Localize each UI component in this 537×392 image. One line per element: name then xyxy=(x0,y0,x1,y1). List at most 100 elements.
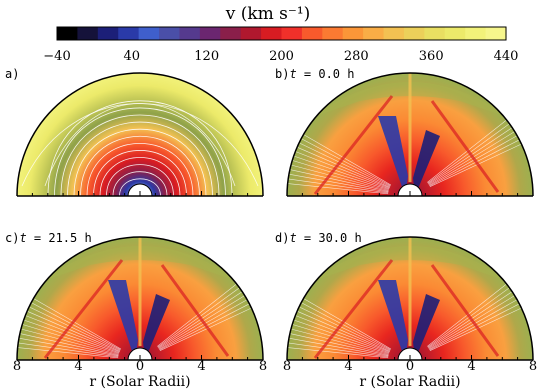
slow-wind-cap xyxy=(310,246,510,282)
sun-disc xyxy=(127,183,153,197)
field-line xyxy=(159,307,252,351)
field-line xyxy=(18,337,119,357)
field-line xyxy=(33,298,122,350)
field-line xyxy=(288,342,389,358)
streamer-wedge xyxy=(378,116,408,196)
shock-front xyxy=(313,259,394,359)
field-line xyxy=(429,135,518,186)
colorbar-segment xyxy=(159,27,181,40)
panel-time-symbol: t xyxy=(289,231,296,245)
field-line xyxy=(20,328,119,355)
x-tick-label: 0 xyxy=(136,359,144,374)
colorbar-segment xyxy=(424,27,446,40)
x-axis-label: r (Solar Radii) xyxy=(89,374,190,390)
colorbar-segment xyxy=(118,27,140,40)
slow-wind-cap xyxy=(40,246,240,282)
field-line xyxy=(54,107,226,196)
field-line xyxy=(17,347,119,359)
colorbar-segment xyxy=(363,27,385,40)
colorbar-segment xyxy=(403,27,425,40)
streamer-wedge xyxy=(378,280,408,360)
colorbar-segment xyxy=(465,27,487,40)
field-line xyxy=(292,324,389,354)
field-line xyxy=(106,164,174,196)
x-tick-label: 8 xyxy=(283,359,291,374)
field-line xyxy=(22,324,119,354)
field-line xyxy=(303,298,392,350)
panel-b: b)t = 0.0 h xyxy=(275,67,534,197)
colorbar-segment xyxy=(261,27,283,40)
colorbar-tick-label: −40 xyxy=(43,49,70,64)
streamer-wedge xyxy=(413,294,440,360)
field-line xyxy=(303,134,392,186)
field-line xyxy=(288,337,389,357)
colorbar-tick-label: 280 xyxy=(344,49,369,64)
field-line xyxy=(19,333,119,356)
field-line xyxy=(73,128,207,196)
shock-front xyxy=(313,95,394,195)
field-line xyxy=(28,306,121,351)
x-tick-label: 4 xyxy=(344,359,352,374)
panel-time: = 30.0 h xyxy=(297,231,362,245)
colorbar-segment xyxy=(281,27,303,40)
panel-label: d)t = 30.0 h xyxy=(275,231,362,245)
shock-front xyxy=(160,264,230,357)
field-line xyxy=(93,150,187,196)
x-axis-label: r (Solar Radii) xyxy=(359,374,460,390)
field-line xyxy=(290,164,389,191)
colorbar-segment xyxy=(57,27,79,40)
field-line xyxy=(429,307,522,351)
field-line xyxy=(21,103,259,187)
field-line xyxy=(293,319,390,354)
field-line xyxy=(23,319,120,354)
colorbar-tick-label: 40 xyxy=(124,49,141,64)
field-line xyxy=(18,342,119,358)
slow-wind-cap xyxy=(310,82,510,118)
x-tick-label: 4 xyxy=(197,359,205,374)
panel-label: b)t = 0.0 h xyxy=(275,67,354,81)
field-line xyxy=(25,315,120,353)
sun-disc xyxy=(397,183,423,197)
field-line xyxy=(293,155,390,190)
panel-label: a) xyxy=(5,67,19,81)
x-tick-label: 8 xyxy=(259,359,267,374)
colorbar-segment xyxy=(179,27,201,40)
field-line xyxy=(295,151,390,189)
field-line xyxy=(287,183,389,195)
field-line xyxy=(295,315,390,353)
colorbar-tick-label: 360 xyxy=(419,49,444,64)
colorbar-segment xyxy=(220,27,242,40)
panel-time: = 0.0 h xyxy=(297,67,355,81)
colorbar-segment xyxy=(383,27,405,40)
field-line xyxy=(31,302,121,350)
field-line xyxy=(429,303,520,351)
colorbar-segment xyxy=(322,27,344,40)
panel-field xyxy=(17,73,263,196)
colorbar-segment xyxy=(240,27,262,40)
colorbar-segment xyxy=(444,27,466,40)
field-line xyxy=(429,139,520,187)
x-tick-label: 8 xyxy=(529,359,537,374)
colorbar-segment xyxy=(77,27,99,40)
colorbar-tick-label: 200 xyxy=(269,49,294,64)
x-tick-label: 0 xyxy=(406,359,414,374)
field-line xyxy=(288,178,389,194)
panel-d: 8 4 0 4 8 r (Solar Radii) d)t = 30.0 h xyxy=(275,231,537,390)
panel-time-symbol: t xyxy=(19,231,26,245)
field-line xyxy=(86,142,194,196)
panel-field xyxy=(287,237,533,360)
panel-outline xyxy=(16,72,264,197)
colorbar-segment xyxy=(138,27,160,40)
panel-time: = 21.5 h xyxy=(27,231,92,245)
field-line xyxy=(296,310,390,352)
field-line xyxy=(298,306,391,351)
x-tick-label: 4 xyxy=(74,359,82,374)
field-line xyxy=(429,299,518,350)
field-line xyxy=(159,299,248,350)
colorbar-frame xyxy=(56,26,507,41)
x-tick-label: 8 xyxy=(13,359,21,374)
colorbar-segment xyxy=(301,27,323,40)
colorbar-tick-label: 440 xyxy=(494,49,519,64)
